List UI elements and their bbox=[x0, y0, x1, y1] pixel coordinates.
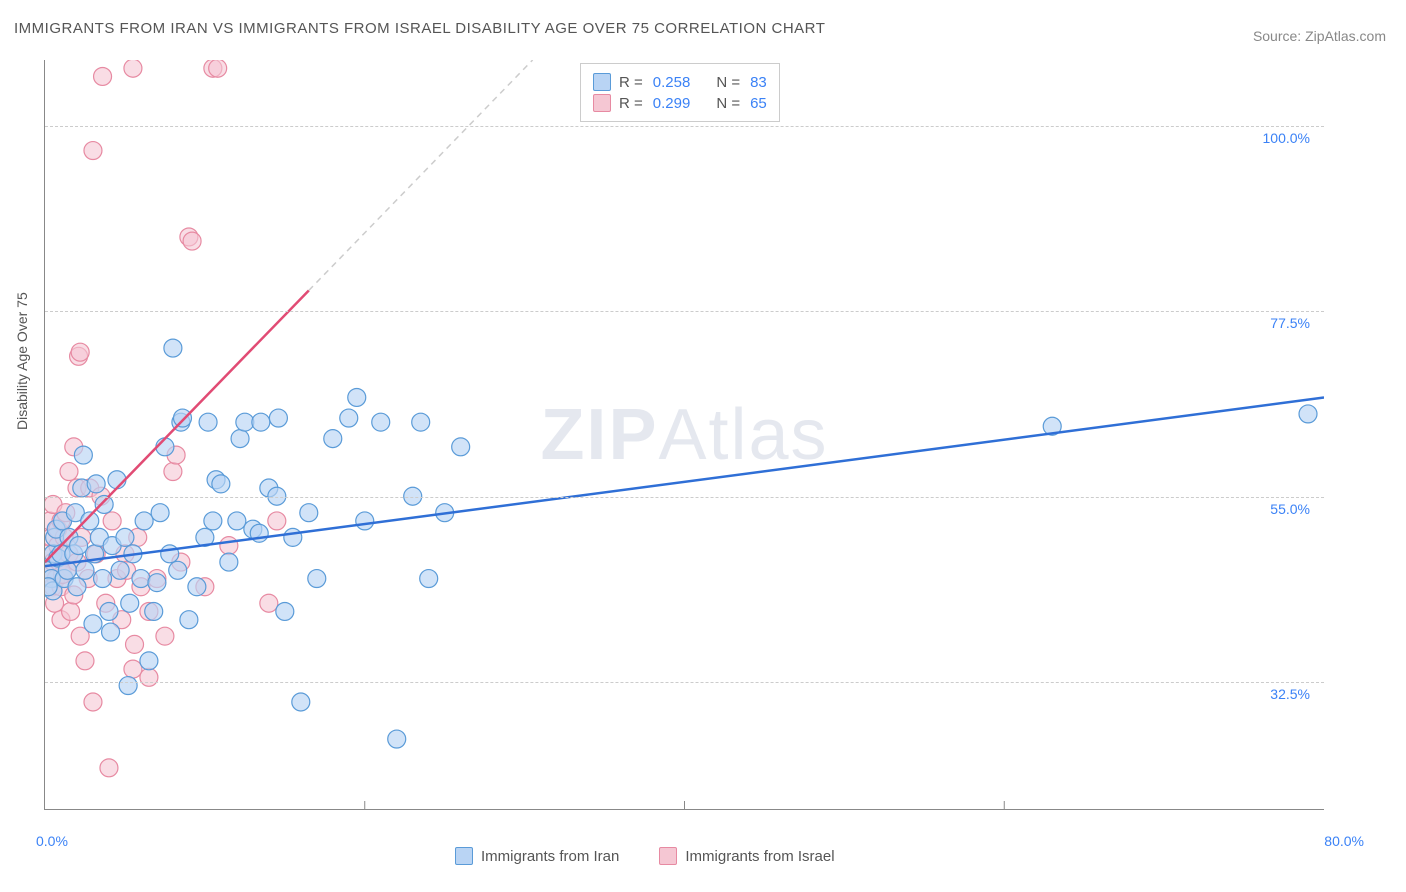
source-label: Source: ZipAtlas.com bbox=[1253, 28, 1386, 44]
y-axis-title: Disability Age Over 75 bbox=[14, 292, 30, 430]
legend-bottom-israel: Immigrants from Israel bbox=[659, 847, 834, 865]
legend-bottom-iran: Immigrants from Iran bbox=[455, 847, 619, 865]
x-axis-min-label: 0.0% bbox=[36, 833, 68, 849]
legend-n-label: N = bbox=[716, 74, 740, 91]
legend-r-value-iran: 0.258 bbox=[653, 74, 691, 91]
x-axis-max-label: 80.0% bbox=[1324, 833, 1364, 849]
legend-row-iran: R = 0.258 N = 83 bbox=[593, 73, 767, 91]
y-tick-label: 100.0% bbox=[1263, 130, 1310, 146]
watermark: ZIPAtlas bbox=[540, 394, 828, 476]
legend-swatch-israel-bottom bbox=[659, 847, 677, 865]
y-tick-label: 32.5% bbox=[1270, 686, 1310, 702]
legend-label-iran: Immigrants from Iran bbox=[481, 848, 619, 865]
legend-r-label: R = bbox=[619, 95, 643, 112]
chart-svg bbox=[45, 60, 1324, 809]
legend-label-israel: Immigrants from Israel bbox=[685, 848, 834, 865]
chart-title: IMMIGRANTS FROM IRAN VS IMMIGRANTS FROM … bbox=[14, 20, 825, 37]
y-tick-label: 77.5% bbox=[1270, 315, 1310, 331]
plot-area: ZIPAtlas R = 0.258 N = 83 R = 0.299 N = … bbox=[44, 60, 1324, 810]
legend-n-value-iran: 83 bbox=[750, 74, 767, 91]
legend-r-value-israel: 0.299 bbox=[653, 95, 691, 112]
legend-n-value-israel: 65 bbox=[750, 95, 767, 112]
legend-bottom: Immigrants from Iran Immigrants from Isr… bbox=[455, 847, 835, 865]
legend-swatch-iran bbox=[593, 73, 611, 91]
legend-swatch-israel bbox=[593, 94, 611, 112]
y-tick-label: 55.0% bbox=[1270, 501, 1310, 517]
legend-row-israel: R = 0.299 N = 65 bbox=[593, 94, 767, 112]
legend-n-label: N = bbox=[716, 95, 740, 112]
legend-swatch-iran-bottom bbox=[455, 847, 473, 865]
legend-r-label: R = bbox=[619, 74, 643, 91]
legend-top: R = 0.258 N = 83 R = 0.299 N = 65 bbox=[580, 63, 780, 122]
